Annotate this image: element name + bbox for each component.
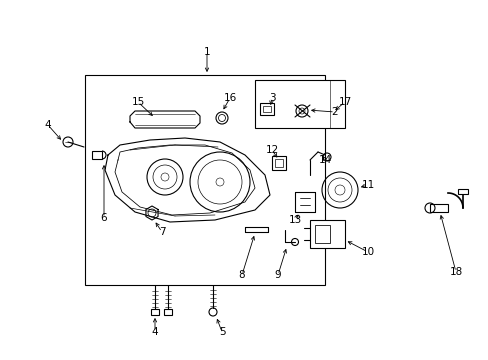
Bar (151, 309, 159, 315)
Bar (274, 159, 283, 167)
Bar (92, 151, 102, 159)
Bar (163, 309, 172, 315)
Text: 1: 1 (203, 47, 210, 57)
Bar (254, 80, 345, 128)
Text: 6: 6 (101, 213, 107, 223)
Text: 9: 9 (274, 270, 281, 280)
Text: 5: 5 (218, 327, 225, 337)
Text: 12: 12 (265, 145, 278, 155)
Text: 16: 16 (223, 93, 236, 103)
Text: 7: 7 (159, 227, 165, 237)
Bar (85, 75, 325, 285)
Bar (314, 225, 329, 243)
Text: 17: 17 (338, 97, 351, 107)
Text: 10: 10 (361, 247, 374, 257)
Bar (260, 103, 273, 115)
Text: 3: 3 (268, 93, 275, 103)
Bar (263, 106, 270, 112)
Text: 11: 11 (361, 180, 374, 190)
Bar (429, 204, 447, 212)
Text: 18: 18 (448, 267, 462, 277)
Text: 2: 2 (331, 107, 338, 117)
Text: 15: 15 (131, 97, 144, 107)
Text: 13: 13 (288, 215, 301, 225)
Text: 4: 4 (151, 327, 158, 337)
Text: 4: 4 (44, 120, 51, 130)
Text: 8: 8 (238, 270, 245, 280)
Text: 14: 14 (318, 155, 331, 165)
Bar (309, 220, 345, 248)
Bar (271, 156, 285, 170)
Bar (457, 189, 467, 194)
